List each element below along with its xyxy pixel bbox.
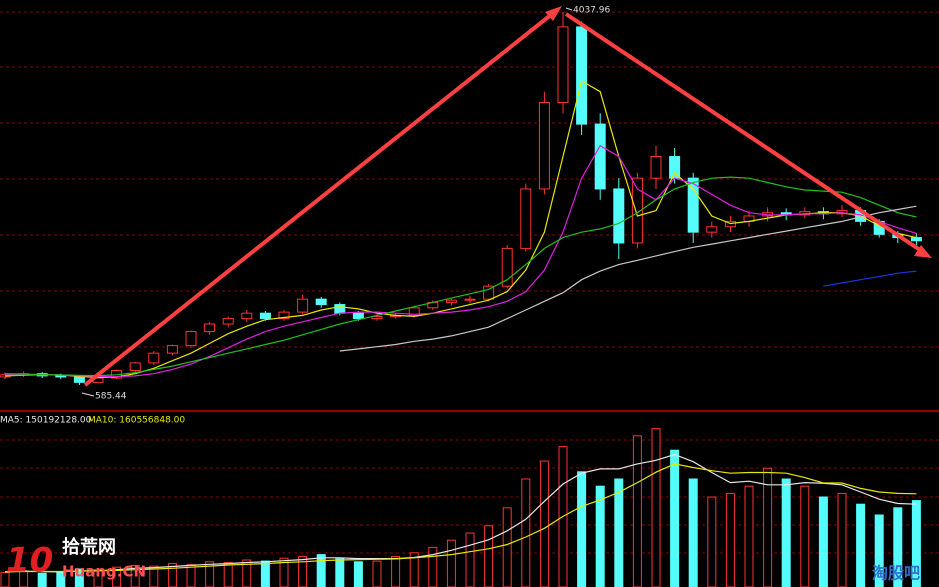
candle-body [315,298,327,306]
candle-body [464,298,476,301]
label-pointer [565,7,573,11]
label-pointer [81,392,95,397]
volume-bar [688,478,698,587]
candle-body [334,304,346,314]
candle-body [445,299,457,303]
plot [0,11,922,587]
legend-ma5: MA5: 150192128.00 [0,416,92,426]
ma-line [4,79,917,379]
candle-body [148,352,160,364]
candle-body [520,188,532,249]
watermark: 10 拾荒网 Huang.CN 淘股吧 [6,536,920,583]
volume-bar [279,557,289,587]
candle-body [73,376,85,383]
volume-bar [353,561,363,587]
volume-bar [502,507,512,587]
candle-body [185,331,197,347]
volume-bar [112,566,122,587]
candle-body [204,323,216,333]
volume-bar [614,478,624,587]
candle-body [297,298,309,313]
ma-line [823,270,917,287]
watermark-corner: 淘股吧 [872,564,920,583]
volume-bar [74,568,84,587]
arrowhead [914,245,932,258]
volume-bar [37,572,47,587]
high-label: 4037.96 [573,6,610,16]
volume-bar [670,449,680,587]
volume-bar [539,460,549,587]
ma-line [4,176,917,377]
candle-body [910,237,922,242]
volume-bar [335,558,345,587]
candle-body [222,318,234,325]
volume-bar [577,471,587,587]
candle-body [278,311,290,320]
volume-bar [521,478,531,587]
volume-bar [800,485,810,587]
candle-body [631,177,643,244]
ma-line [339,205,917,352]
ma-line [4,453,917,573]
volume-bar [744,485,754,587]
watermark-domain: Huang.CN [62,563,146,581]
volume-bar [837,492,847,587]
trend-arrow-up [83,12,554,387]
candle-body [576,26,588,125]
volume-bar [707,496,717,587]
volume-bar [372,560,382,587]
low-label: 585.44 [95,392,127,402]
volume-bar [856,503,866,587]
candle-body [129,362,141,371]
volume-bar [632,435,642,587]
watermark-site: 拾荒网 [62,536,116,558]
candle-body [594,123,606,190]
volume-bar [391,555,401,587]
candle-body [408,307,420,316]
volume-bar [874,514,884,587]
candle-body [352,312,364,320]
volume-bar [763,467,773,587]
watermark-logo: 10 [6,541,53,581]
candle-body [557,26,569,104]
volume-bar [595,485,605,587]
trend-arrow-down [564,12,922,252]
trend-arrows [83,6,932,387]
ma-line [5,144,917,378]
candle-body [501,247,513,287]
volume-bar [242,559,252,587]
arrowhead [545,6,562,21]
volume-bar [465,532,475,587]
volume-bar [316,554,326,587]
volume-bar [260,560,270,587]
volume-bar [911,500,921,587]
volume-bar [428,546,438,587]
volume-bar [130,564,140,587]
volume-bar [818,496,828,587]
volume-bar [223,562,233,587]
volume-bar [446,539,456,587]
candle-body [687,177,699,233]
volume-bar [781,478,791,587]
candle-body [669,156,681,179]
candle-body [613,188,625,244]
volume-bar [298,555,308,587]
candle-body [259,312,271,320]
candle-body [241,312,253,320]
candle-body [538,102,550,190]
candle-body [166,345,178,354]
candle-body [483,285,495,300]
candle-body [706,226,718,233]
candle-body [55,375,67,378]
volume-bar [725,492,735,587]
candle-body [650,156,662,179]
volume-bar [651,428,661,587]
volume-bar [484,525,494,587]
volume-bar [186,564,196,587]
ma-line [4,463,917,573]
legend-ma10: MA10: 160556848.00 [88,416,185,426]
candle-body [371,315,383,320]
